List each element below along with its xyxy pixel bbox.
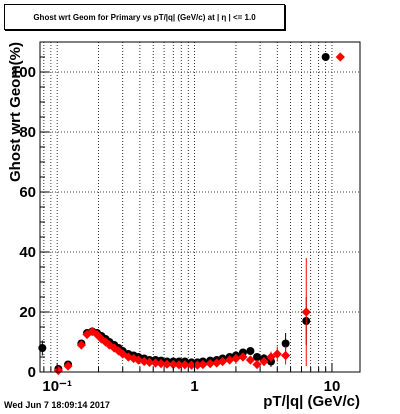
data-point	[63, 361, 73, 371]
data-point	[266, 352, 276, 362]
data-point	[76, 340, 86, 350]
data-point	[205, 359, 215, 369]
data-point	[198, 359, 208, 370]
data-point	[225, 355, 235, 365]
chart-title: Ghost wrt Geom for Primary vs pT/|q| (Ge…	[4, 4, 285, 30]
y-tick-label: 80	[19, 124, 36, 141]
data-point	[192, 360, 203, 370]
data-point	[186, 360, 197, 370]
data-point	[150, 358, 161, 368]
data-point	[246, 347, 255, 355]
data-point	[162, 359, 172, 369]
data-point	[281, 350, 291, 361]
y-tick-label: 100	[11, 64, 36, 81]
x-axis-title: pT/|q| (GeV/c)	[263, 393, 360, 410]
data-point	[231, 353, 241, 364]
x-tick-label: 10	[324, 378, 341, 395]
data-point	[238, 352, 248, 362]
x-tick-label: 1	[190, 378, 198, 395]
grid-lines	[40, 42, 360, 373]
data-point	[259, 356, 269, 367]
data-point	[180, 360, 190, 370]
data-point	[144, 357, 155, 367]
data-point	[301, 307, 311, 317]
axis-ticks	[40, 41, 333, 373]
data-marks	[38, 52, 345, 376]
series-0	[38, 53, 330, 373]
y-tick-label: 20	[19, 304, 36, 321]
data-point	[218, 356, 228, 367]
data-point	[321, 53, 330, 61]
data-point	[335, 52, 345, 62]
y-axis-title: Ghost wrt Geom(%)	[7, 42, 24, 182]
x-tick-label: 10⁻¹	[42, 378, 72, 395]
series-1	[53, 52, 345, 376]
y-tick-label: 60	[19, 184, 36, 201]
data-point	[253, 353, 262, 361]
plot-frame	[39, 41, 361, 373]
data-point	[245, 355, 256, 365]
y-tick-label: 40	[19, 244, 36, 261]
data-point	[174, 360, 184, 370]
footer-timestamp: Wed Jun 7 18:09:14 2017	[4, 400, 110, 410]
data-point	[53, 365, 63, 376]
data-point	[272, 349, 282, 359]
y-tick-label: 0	[28, 364, 36, 381]
data-point	[168, 359, 178, 370]
data-point	[156, 359, 166, 369]
data-point	[281, 339, 290, 348]
data-point	[252, 359, 262, 370]
